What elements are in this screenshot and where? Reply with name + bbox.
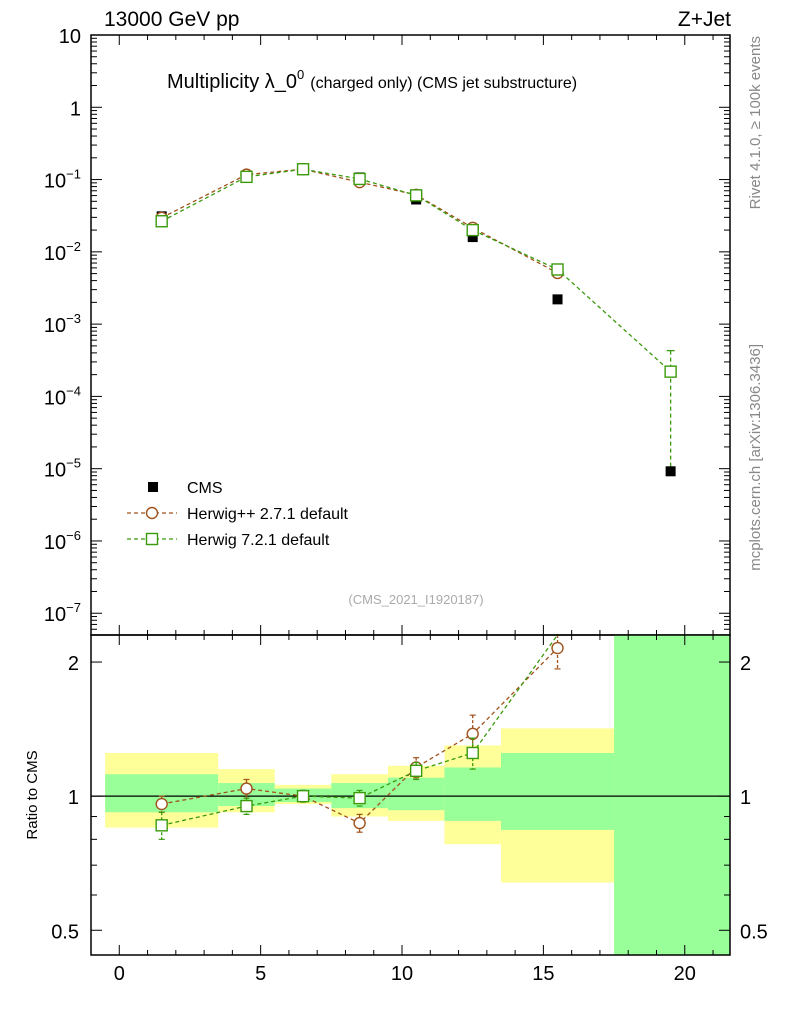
main-ytick-label-6: 10−5: [44, 456, 81, 482]
xtick-label-4: 20: [674, 963, 696, 985]
chart-title: Multiplicity λ_00 (charged only) (CMS jet…: [167, 67, 577, 93]
ratio-point-herwig-2-7-1-default-1: [240, 782, 253, 795]
ratio-stat-band-4: [387, 777, 445, 811]
main-point-herwig-7-2-1-default-3: [353, 172, 366, 186]
header-left-label: 13000 GeV pp: [104, 8, 239, 31]
main-ytick-label-4: 10−3: [44, 311, 81, 337]
legend-marker-cms: [148, 482, 158, 492]
main-ytick-label-exponent: −5: [66, 456, 81, 471]
main-ytick-label-base: 10: [44, 243, 66, 265]
main-line-herwig-7-2-1-default: [161, 168, 672, 373]
ratio-point-herwig-7-2-1-default-2: [296, 789, 310, 803]
main-ytick-label-base: 1: [70, 98, 81, 120]
legend-marker-herwig7: [145, 532, 159, 546]
ratio-point-herwig-2-7-1-default-0: [155, 797, 168, 811]
main-ytick-label-8: 10−7: [44, 600, 81, 626]
main-point-herwig-7-2-1-default-1: [240, 170, 253, 184]
ratio-ytick-label-left-0: 2: [68, 653, 79, 675]
main-ytick-label-exponent: −6: [66, 528, 81, 543]
main-ytick-label-base: 10: [44, 604, 66, 626]
main-point-cms-7: [665, 466, 676, 477]
main-ytick-label-7: 10−6: [44, 528, 81, 554]
main-ytick-label-2: 10−1: [44, 167, 81, 193]
analysis-id: (CMS_2021_I1920187): [348, 592, 483, 607]
chart-title-superscript: 0: [297, 67, 304, 82]
ratio-ytick-label-left-2: 0.5: [51, 921, 79, 943]
mcplots-source-label: mcplots.cern.ch [arXiv:1306.3436]: [747, 344, 764, 571]
ratio-stat-band-5: [444, 767, 501, 821]
main-ytick-label-base: 10: [44, 532, 66, 554]
legend-label-herwigpp: Herwig++ 2.7.1 default: [187, 506, 349, 523]
main-ytick-label-base: 10: [59, 26, 81, 48]
legend-label-cms: CMS: [187, 480, 223, 497]
ratio-ytick-label-right-1: 1: [740, 787, 751, 809]
main-point-herwig-7-2-1-default-4: [409, 189, 423, 202]
main-ytick-label-base: 10: [44, 460, 66, 482]
header-right-label: Z+Jet: [678, 8, 731, 31]
xtick-label-2: 10: [391, 963, 413, 985]
ratio-panel: 2 2 1 1 0.5 0.5 0 5 10 15 20: [51, 634, 768, 985]
main-ytick-label-0: 10: [59, 26, 81, 48]
main-ytick-label-exponent: −2: [66, 239, 81, 254]
main-ytick-label-5: 10−4: [44, 383, 81, 409]
legend-marker-herwigpp: [145, 506, 159, 520]
main-ytick-label-3: 10−2: [44, 239, 81, 265]
main-ytick-label-1: 1: [70, 98, 81, 120]
ratio-point-herwig-7-2-1-default-4: [409, 764, 423, 778]
ratio-ytick-label-left-1: 1: [68, 787, 79, 809]
main-ytick-label-exponent: −1: [66, 167, 81, 182]
ratio-point-herwig-7-2-1-default-3: [353, 791, 366, 805]
chart-title-main: Multiplicity λ_0: [167, 71, 297, 93]
main-point-herwig-7-2-1-default-7: [664, 365, 677, 378]
legend: CMS Herwig++ 2.7.1 default Herwig 7.2.1 …: [127, 480, 349, 549]
ratio-point-herwig-2-7-1-default-3: [353, 816, 366, 830]
main-point-herwig-7-2-1-default-5: [466, 223, 479, 237]
ratio-point-herwig-7-2-1-default-0: [155, 819, 168, 832]
chart-title-subtitle: (charged only) (CMS jet substructure): [310, 75, 577, 92]
main-point-cms-5: [467, 232, 478, 243]
legend-label-herwig7: Herwig 7.2.1 default: [187, 532, 330, 549]
ratio-stat-band-7: [614, 635, 730, 955]
ratio-point-herwig-2-7-1-default-6: [551, 641, 564, 655]
xtick-label-0: 0: [114, 963, 125, 985]
ratio-panel-frame: [90, 634, 731, 956]
main-point-herwig-7-2-1-default-0: [155, 215, 168, 228]
main-ytick-label-base: 10: [44, 171, 66, 193]
main-point-herwig-7-2-1-default-2: [296, 163, 310, 176]
main-ytick-label-base: 10: [44, 387, 66, 409]
ratio-y-axis-label: Ratio to CMS: [24, 750, 41, 839]
main-ytick-label-exponent: −7: [66, 600, 81, 615]
ratio-ytick-label-right-2: 0.5: [740, 921, 768, 943]
main-ytick-label-base: 10: [44, 315, 66, 337]
main-ytick-label-exponent: −3: [66, 311, 81, 326]
ratio-stat-band-6: [500, 752, 615, 830]
main-ytick-label-exponent: −4: [66, 383, 81, 398]
xtick-label-3: 15: [532, 963, 554, 985]
xtick-label-1: 5: [255, 963, 266, 985]
main-point-cms-6: [552, 294, 563, 305]
main-point-herwig-7-2-1-default-6: [551, 263, 564, 276]
ratio-point-herwig-7-2-1-default-5: [466, 746, 479, 760]
ratio-ytick-label-right-0: 2: [740, 653, 751, 675]
ratio-point-herwig-7-2-1-default-1: [240, 799, 253, 813]
rivet-version-label: Rivet 4.1.0, ≥ 100k events: [747, 36, 764, 209]
